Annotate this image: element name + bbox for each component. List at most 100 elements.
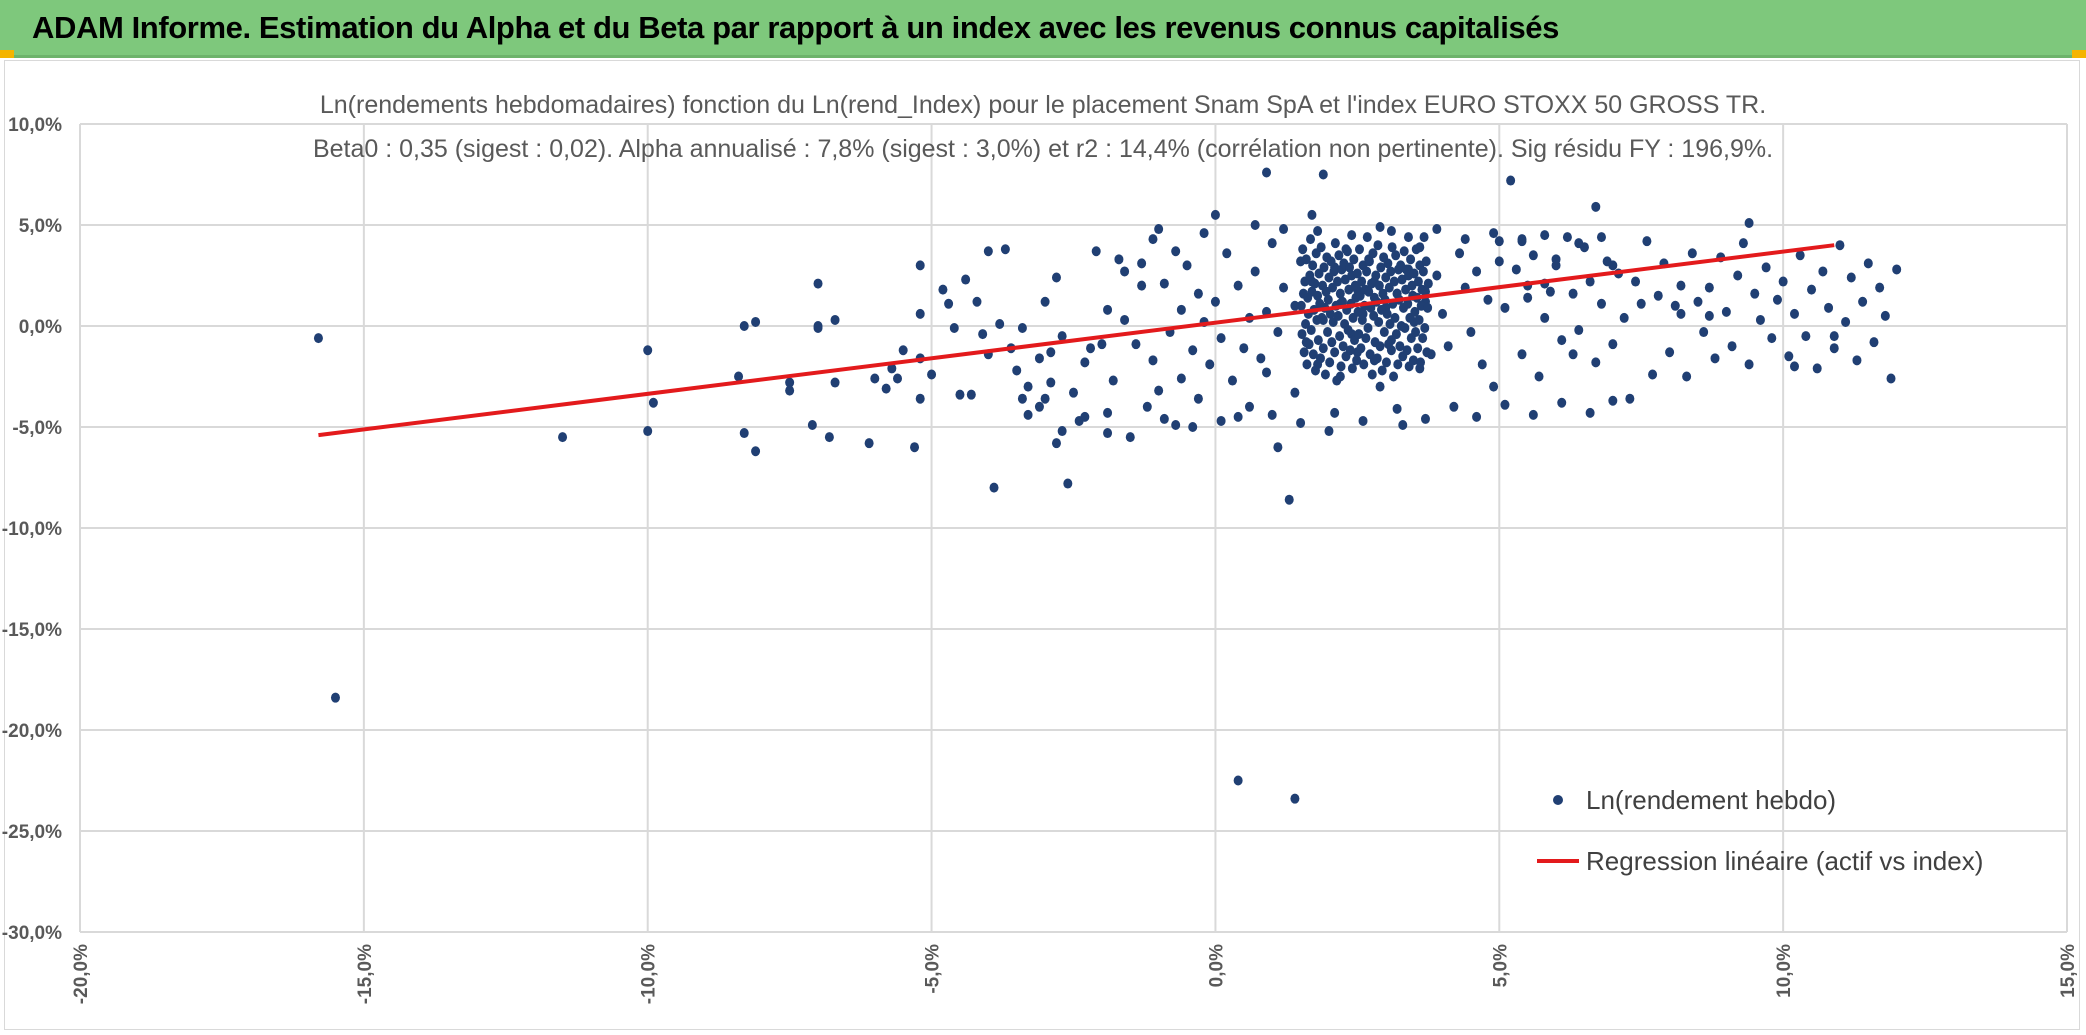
data-point xyxy=(1343,325,1353,336)
x-tick-label: -5,0% xyxy=(923,944,944,994)
data-point xyxy=(1835,240,1845,251)
data-point xyxy=(1704,310,1714,321)
data-point xyxy=(1017,393,1027,404)
data-point xyxy=(785,377,795,388)
corner-marker-top-right xyxy=(2072,50,2086,58)
data-point xyxy=(1273,327,1283,338)
data-point xyxy=(1389,276,1399,287)
data-point xyxy=(1318,169,1328,180)
data-point xyxy=(1359,359,1369,370)
data-point xyxy=(1326,256,1336,267)
data-point xyxy=(1411,244,1421,255)
data-point xyxy=(1460,234,1470,245)
data-point xyxy=(1869,337,1879,348)
data-point xyxy=(1648,369,1658,380)
data-point xyxy=(1375,341,1385,352)
data-point xyxy=(1357,276,1367,287)
data-point xyxy=(1608,395,1618,406)
data-point xyxy=(1591,201,1601,212)
data-point xyxy=(870,373,880,384)
data-point xyxy=(1375,381,1385,392)
data-point xyxy=(1176,373,1186,384)
chart-subtitle: Beta0 : 0,35 (sigest : 0,02). Alpha annu… xyxy=(313,135,1773,163)
data-point xyxy=(1455,248,1465,259)
data-point xyxy=(1362,266,1372,277)
data-point xyxy=(1159,278,1169,289)
data-point xyxy=(313,333,323,344)
y-tick-label: -15,0% xyxy=(2,620,62,641)
data-point xyxy=(915,308,925,319)
data-point xyxy=(1367,278,1377,289)
legend-marker-points xyxy=(1553,795,1563,805)
data-point xyxy=(1784,351,1794,362)
chart-frame xyxy=(4,60,2080,1030)
data-point xyxy=(1296,417,1306,428)
x-tick-label: -20,0% xyxy=(71,944,92,1004)
data-point xyxy=(1619,312,1629,323)
data-point xyxy=(1057,331,1067,342)
data-point xyxy=(1852,355,1862,366)
data-point xyxy=(1239,343,1249,354)
data-point xyxy=(978,329,988,340)
data-point xyxy=(1375,222,1385,233)
data-point xyxy=(1642,236,1652,247)
data-point xyxy=(1733,270,1743,281)
data-point xyxy=(1296,300,1306,311)
data-point xyxy=(1562,232,1572,243)
data-point xyxy=(1267,409,1277,420)
data-point xyxy=(949,323,959,334)
data-point xyxy=(1829,331,1839,342)
data-point xyxy=(898,345,908,356)
data-point xyxy=(1818,266,1828,277)
data-point xyxy=(1534,371,1544,382)
data-point xyxy=(1665,347,1675,358)
data-point xyxy=(1432,270,1442,281)
data-point xyxy=(1406,254,1416,265)
regression-line-group xyxy=(318,243,1835,438)
data-point xyxy=(1449,401,1459,412)
data-point xyxy=(1403,232,1413,243)
data-point xyxy=(1386,345,1396,356)
data-point xyxy=(785,385,795,396)
data-point xyxy=(1188,345,1198,356)
data-point xyxy=(1381,357,1391,368)
data-point xyxy=(1710,353,1720,364)
data-point xyxy=(1511,264,1521,275)
data-point xyxy=(1262,367,1272,378)
scatter-points xyxy=(313,167,1902,804)
data-point xyxy=(1329,266,1339,277)
data-point xyxy=(1568,349,1578,360)
data-point xyxy=(1744,359,1754,370)
data-point xyxy=(1755,314,1765,325)
data-point xyxy=(1310,365,1320,376)
data-point xyxy=(1273,442,1283,453)
legend: Ln(rendement hebdo) Regression linéaire … xyxy=(1537,785,1983,876)
data-point xyxy=(1307,209,1317,220)
data-point xyxy=(1193,393,1203,404)
data-point xyxy=(1345,262,1355,273)
data-point xyxy=(1670,300,1680,311)
data-point xyxy=(1362,232,1372,243)
data-point xyxy=(1687,248,1697,259)
x-tick-label: 5,0% xyxy=(1490,944,1511,987)
x-tick-label: 15,0% xyxy=(2058,944,2079,998)
data-point xyxy=(1382,308,1392,319)
y-tick-label: -5,0% xyxy=(12,418,62,439)
data-point xyxy=(1125,432,1135,443)
data-point xyxy=(1892,264,1902,275)
data-point xyxy=(1338,341,1348,352)
data-point xyxy=(558,432,568,443)
data-point xyxy=(1545,286,1555,297)
data-point xyxy=(1408,355,1418,366)
data-point xyxy=(1410,306,1420,317)
data-point xyxy=(1250,220,1260,230)
data-point xyxy=(1744,217,1754,228)
data-point xyxy=(751,446,761,457)
data-point xyxy=(1636,298,1646,309)
data-point xyxy=(1399,246,1409,257)
data-point xyxy=(1411,327,1421,338)
data-point xyxy=(1335,288,1345,299)
data-point xyxy=(1392,403,1402,414)
chart-title: Ln(rendements hebdomadaires) fonction du… xyxy=(320,91,1766,119)
data-point xyxy=(1358,415,1368,426)
